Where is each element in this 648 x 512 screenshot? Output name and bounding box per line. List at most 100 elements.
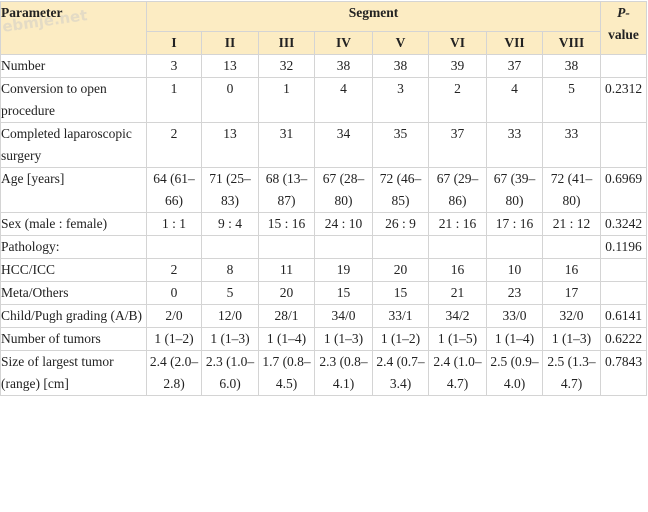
p-value-cell: 0.6141 <box>600 304 647 328</box>
table-row: Size of largest tumor (range) [cm] 2.4 (2… <box>0 350 647 396</box>
cell-value: 0 <box>146 281 202 305</box>
p-value-header: P-value <box>600 1 647 55</box>
cell-value: 0 <box>201 77 259 123</box>
cell-value: 9 : 4 <box>201 212 259 236</box>
cell-value: 1 (1–3) <box>542 327 601 351</box>
segment-col-header: III <box>258 30 315 56</box>
cell-value: 2.5 (0.9–4.0) <box>486 350 543 396</box>
cell-value: 5 <box>542 77 601 123</box>
row-label: Conversion to open procedure <box>0 77 147 123</box>
segment-col-header: V <box>372 30 429 56</box>
p-value-cell <box>600 54 647 78</box>
row-label: Pathology: <box>0 235 147 259</box>
p-value-cell <box>600 258 647 282</box>
cell-value: 33 <box>542 122 601 168</box>
cell-value: 34 <box>314 122 373 168</box>
cell-value: 68 (13–87) <box>258 167 315 213</box>
table-row: Age [years] 64 (61–66) 71 (25–83) 68 (13–87… <box>0 167 647 213</box>
cell-value: 20 <box>372 258 429 282</box>
cell-value: 16 <box>542 258 601 282</box>
cell-value: 15 : 16 <box>258 212 315 236</box>
cell-value: 67 (39–80) <box>486 167 543 213</box>
cell-value: 2.3 (1.0–6.0) <box>201 350 259 396</box>
row-label: Completed laparoscopic surgery <box>0 122 147 168</box>
cell-value: 67 (28–80) <box>314 167 373 213</box>
cell-value: 3 <box>372 77 429 123</box>
cell-value: 2.4 (0.7–3.4) <box>372 350 429 396</box>
cell-value: 31 <box>258 122 315 168</box>
cell-value: 17 : 16 <box>486 212 543 236</box>
cell-value <box>258 235 315 259</box>
cell-value: 71 (25–83) <box>201 167 259 213</box>
cell-value: 34/2 <box>428 304 487 328</box>
cell-value: 38 <box>372 54 429 78</box>
cell-value: 2 <box>146 122 202 168</box>
p-value-cell: 0.7843 <box>600 350 647 396</box>
cell-value: 2.4 (1.0–4.7) <box>428 350 487 396</box>
segment-col-header: IV <box>314 30 373 56</box>
results-table: Parameter Segment P-value I II III IV V … <box>0 1 647 396</box>
cell-value: 4 <box>486 77 543 123</box>
cell-value: 38 <box>314 54 373 78</box>
cell-value: 2/0 <box>146 304 202 328</box>
p-value-cell: 0.2312 <box>600 77 647 123</box>
cell-value: 13 <box>201 122 259 168</box>
cell-value: 1 (1–2) <box>146 327 202 351</box>
cell-value: 2.3 (0.8–4.1) <box>314 350 373 396</box>
p-value-cell: 0.6222 <box>600 327 647 351</box>
segment-col-header: I <box>146 30 202 56</box>
table-row: Conversion to open procedure 1 0 1 4 3 2 4 5 0.23… <box>0 77 647 123</box>
table-header: Parameter Segment P-value I II III IV V … <box>0 1 647 56</box>
cell-value: 72 (46–85) <box>372 167 429 213</box>
cell-value: 5 <box>201 281 259 305</box>
cell-value: 26 : 9 <box>372 212 429 236</box>
table-row: Child/Pugh grading (A/B) 2/0 12/0 28/1 34/0 3… <box>0 304 647 328</box>
cell-value: 37 <box>428 122 487 168</box>
cell-value: 24 : 10 <box>314 212 373 236</box>
cell-value: 21 <box>428 281 487 305</box>
cell-value: 2.5 (1.3–4.7) <box>542 350 601 396</box>
table-row: Number 3 13 32 38 38 39 37 38 <box>0 54 647 78</box>
cell-value: 33/0 <box>486 304 543 328</box>
p-value-cell: 0.6969 <box>600 167 647 213</box>
row-label: Child/Pugh grading (A/B) <box>0 304 147 328</box>
cell-value: 1 <box>258 77 315 123</box>
segment-header: Segment <box>146 1 601 32</box>
cell-value: 3 <box>146 54 202 78</box>
row-label: Sex (male : female) <box>0 212 147 236</box>
cell-value: 2 <box>146 258 202 282</box>
cell-value: 32 <box>258 54 315 78</box>
cell-value: 15 <box>372 281 429 305</box>
row-label: Number <box>0 54 147 78</box>
cell-value: 1 (1–4) <box>486 327 543 351</box>
cell-value <box>542 235 601 259</box>
cell-value: 1 <box>146 77 202 123</box>
parameter-header: Parameter <box>0 1 147 55</box>
p-value-cell: 0.1196 <box>600 235 647 259</box>
cell-value: 37 <box>486 54 543 78</box>
p-value-cell: 0.3242 <box>600 212 647 236</box>
cell-value: 1.7 (0.8–4.5) <box>258 350 315 396</box>
cell-value: 38 <box>542 54 601 78</box>
cell-value: 39 <box>428 54 487 78</box>
cell-value: 11 <box>258 258 315 282</box>
cell-value: 33 <box>486 122 543 168</box>
table-row: Number of tumors 1 (1–2) 1 (1–3) 1 (1–4) 1 (… <box>0 327 647 351</box>
cell-value <box>201 235 259 259</box>
cell-value: 1 (1–4) <box>258 327 315 351</box>
cell-value: 34/0 <box>314 304 373 328</box>
table-row: Completed laparoscopic surgery 2 13 31 34 35 3… <box>0 122 647 168</box>
cell-value: 1 : 1 <box>146 212 202 236</box>
cell-value: 23 <box>486 281 543 305</box>
cell-value: 67 (29–86) <box>428 167 487 213</box>
segment-col-header: II <box>201 30 259 56</box>
cell-value <box>372 235 429 259</box>
cell-value: 2 <box>428 77 487 123</box>
cell-value: 16 <box>428 258 487 282</box>
row-label: Size of largest tumor (range) [cm] <box>0 350 147 396</box>
cell-value: 19 <box>314 258 373 282</box>
cell-value: 32/0 <box>542 304 601 328</box>
cell-value: 28/1 <box>258 304 315 328</box>
cell-value: 72 (41–80) <box>542 167 601 213</box>
